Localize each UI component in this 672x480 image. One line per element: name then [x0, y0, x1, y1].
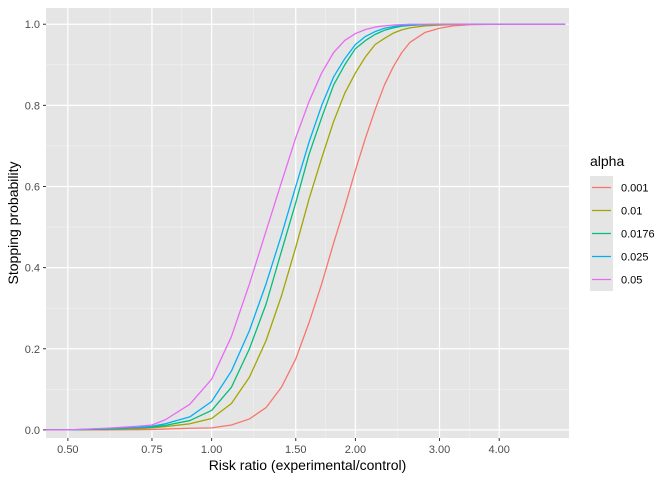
- y-tick-label: 0.2: [25, 344, 40, 356]
- legend-label: 0.001: [621, 183, 649, 195]
- x-tick-label: 0.75: [141, 444, 162, 456]
- x-tick-label: 0.50: [57, 444, 78, 456]
- legend-label: 0.05: [621, 275, 642, 287]
- x-tick-label: 1.00: [201, 444, 222, 456]
- series-line-0-001: [46, 23, 566, 431]
- x-tick-label: 1.50: [285, 444, 306, 456]
- x-tick-label: 2.00: [345, 444, 366, 456]
- minor-gridlines: [46, 8, 569, 438]
- y-tick-label: 0.8: [25, 100, 40, 112]
- y-axis-title: Stopping probability: [5, 162, 21, 285]
- legend-label: 0.025: [621, 252, 649, 264]
- plot-panel: [46, 8, 569, 438]
- y-tick-label: 1.0: [25, 19, 40, 31]
- series-line-0-05: [46, 23, 566, 431]
- legend-label: 0.01: [621, 206, 642, 218]
- legend-label: 0.0176: [621, 229, 655, 241]
- x-axis-title: Risk ratio (experimental/control): [209, 457, 407, 473]
- x-tick-label: 4.00: [488, 444, 509, 456]
- y-tick-label: 0.4: [25, 263, 40, 275]
- major-gridlines: [46, 8, 569, 438]
- y-tick-label: 0.6: [25, 181, 40, 193]
- y-axis: 0.0 0.2 0.4 0.6 0.8 1.0: [25, 19, 46, 437]
- x-axis: 0.50 0.75 1.00 1.50 2.00 3.00 4.00: [57, 438, 510, 456]
- y-tick-label: 0.0: [25, 425, 40, 437]
- series-lines: [46, 23, 566, 431]
- legend-title: alpha: [590, 153, 624, 169]
- x-tick-label: 3.00: [429, 444, 450, 456]
- legend: alpha 0.001 0.01 0.0176 0.025 0.05: [590, 153, 655, 291]
- legend-items: 0.001 0.01 0.0176 0.025 0.05: [590, 176, 655, 291]
